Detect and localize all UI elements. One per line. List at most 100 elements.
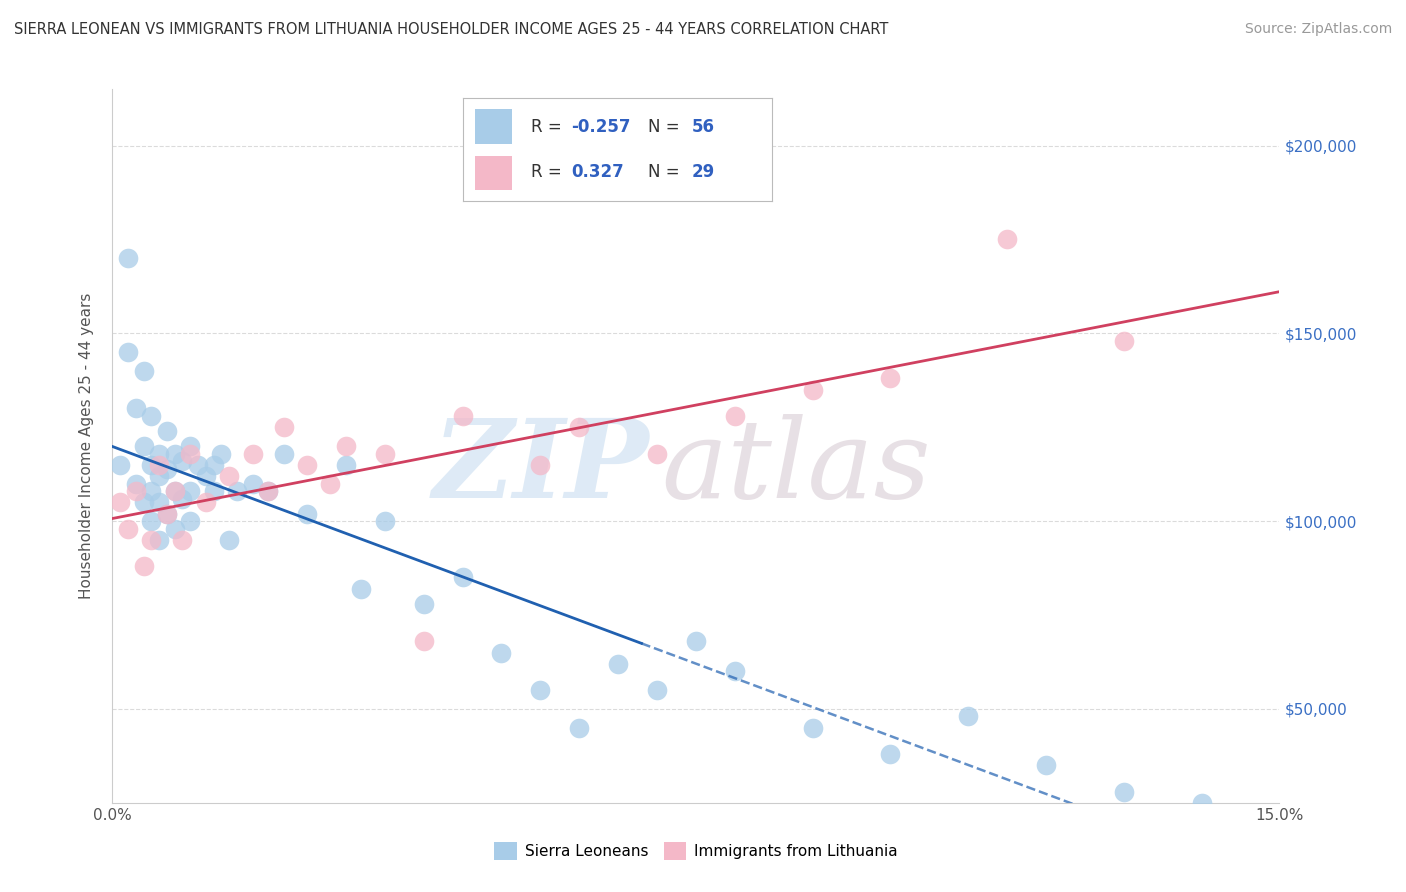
- Point: [1191, 796, 1213, 810]
- Point: [226, 484, 249, 499]
- Point: [218, 469, 240, 483]
- Point: [179, 439, 201, 453]
- Point: [295, 507, 318, 521]
- Point: [148, 495, 170, 509]
- Point: [335, 458, 357, 472]
- Point: [273, 420, 295, 434]
- Point: [879, 747, 901, 761]
- Point: [156, 507, 179, 521]
- Point: [374, 446, 396, 460]
- Point: [412, 634, 434, 648]
- Point: [412, 597, 434, 611]
- Point: [110, 495, 132, 509]
- Point: [117, 345, 139, 359]
- Text: Source: ZipAtlas.com: Source: ZipAtlas.com: [1244, 22, 1392, 37]
- Point: [529, 683, 551, 698]
- Point: [568, 721, 591, 735]
- Point: [163, 446, 186, 460]
- Point: [148, 469, 170, 483]
- Point: [957, 709, 980, 723]
- Point: [319, 476, 342, 491]
- Point: [645, 683, 668, 698]
- Point: [451, 570, 474, 584]
- Point: [194, 495, 217, 509]
- Point: [179, 514, 201, 528]
- Point: [148, 458, 170, 472]
- Text: R =: R =: [530, 163, 567, 181]
- Point: [141, 533, 163, 547]
- Point: [645, 446, 668, 460]
- Y-axis label: Householder Income Ages 25 - 44 years: Householder Income Ages 25 - 44 years: [79, 293, 94, 599]
- Point: [117, 251, 139, 265]
- Point: [218, 533, 240, 547]
- Text: 56: 56: [692, 118, 714, 136]
- Point: [491, 646, 513, 660]
- Point: [568, 420, 591, 434]
- Point: [156, 461, 179, 475]
- Point: [179, 446, 201, 460]
- Point: [179, 484, 201, 499]
- Text: R =: R =: [530, 118, 567, 136]
- Point: [209, 446, 232, 460]
- Bar: [475, 155, 512, 190]
- Point: [125, 484, 148, 499]
- Point: [451, 409, 474, 423]
- Text: atlas: atlas: [661, 414, 931, 521]
- Point: [350, 582, 373, 596]
- Point: [801, 721, 824, 735]
- Text: 0.327: 0.327: [571, 163, 624, 181]
- Point: [995, 232, 1018, 246]
- Point: [172, 533, 194, 547]
- Text: N =: N =: [648, 163, 685, 181]
- Point: [202, 458, 225, 472]
- Text: -0.257: -0.257: [571, 118, 630, 136]
- Text: N =: N =: [648, 118, 685, 136]
- Point: [156, 507, 179, 521]
- Point: [172, 491, 194, 506]
- Point: [110, 458, 132, 472]
- Point: [257, 484, 280, 499]
- Text: SIERRA LEONEAN VS IMMIGRANTS FROM LITHUANIA HOUSEHOLDER INCOME AGES 25 - 44 YEAR: SIERRA LEONEAN VS IMMIGRANTS FROM LITHUA…: [14, 22, 889, 37]
- Point: [724, 409, 747, 423]
- Point: [125, 401, 148, 416]
- Legend: Sierra Leoneans, Immigrants from Lithuania: Sierra Leoneans, Immigrants from Lithuan…: [488, 836, 904, 866]
- Point: [141, 514, 163, 528]
- Point: [187, 458, 209, 472]
- Bar: [475, 110, 512, 145]
- Point: [879, 371, 901, 385]
- Point: [257, 484, 280, 499]
- Point: [1035, 758, 1057, 772]
- Point: [801, 383, 824, 397]
- Point: [202, 484, 225, 499]
- Text: 29: 29: [692, 163, 714, 181]
- Point: [125, 476, 148, 491]
- Point: [117, 522, 139, 536]
- Point: [529, 458, 551, 472]
- Point: [724, 665, 747, 679]
- Point: [1112, 334, 1135, 348]
- Point: [194, 469, 217, 483]
- Point: [335, 439, 357, 453]
- Point: [156, 424, 179, 438]
- Point: [242, 476, 264, 491]
- Point: [132, 364, 155, 378]
- Point: [163, 484, 186, 499]
- Point: [172, 454, 194, 468]
- Point: [132, 495, 155, 509]
- Point: [141, 409, 163, 423]
- Point: [132, 559, 155, 574]
- Point: [607, 657, 630, 671]
- Point: [132, 439, 155, 453]
- Point: [295, 458, 318, 472]
- Point: [685, 634, 707, 648]
- Point: [141, 458, 163, 472]
- Point: [141, 484, 163, 499]
- Point: [148, 533, 170, 547]
- Text: ZIP: ZIP: [433, 414, 650, 521]
- Point: [273, 446, 295, 460]
- Point: [242, 446, 264, 460]
- Point: [163, 484, 186, 499]
- Point: [148, 446, 170, 460]
- Point: [374, 514, 396, 528]
- Point: [163, 522, 186, 536]
